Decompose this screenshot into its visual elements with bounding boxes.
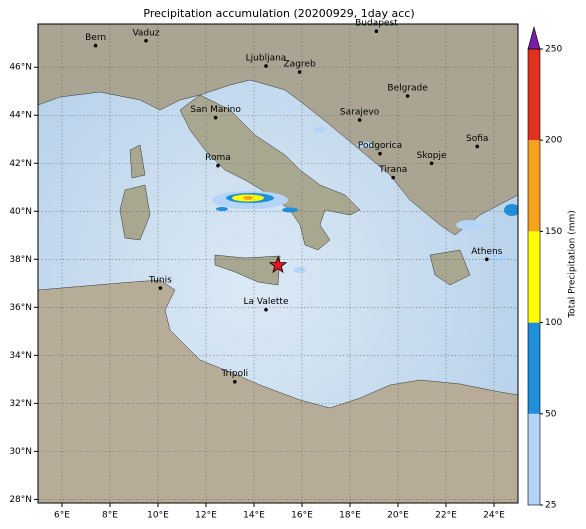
city-dot bbox=[93, 43, 98, 48]
city-dot bbox=[233, 379, 237, 384]
chart-title: Precipitation accumulation (20200929, 1d… bbox=[143, 7, 414, 20]
city-dot bbox=[429, 161, 434, 166]
colorbar-tick-label: 25 bbox=[545, 501, 556, 511]
land-sicily bbox=[214, 254, 281, 286]
x-tick-label: 8°E bbox=[102, 511, 118, 521]
precip-area bbox=[357, 142, 373, 148]
city-dot bbox=[405, 94, 410, 98]
y-tick-label: 32°N bbox=[9, 399, 32, 409]
precip-area bbox=[243, 196, 253, 200]
city-dot bbox=[213, 115, 218, 120]
city-label: Belgrade bbox=[387, 84, 428, 94]
colorbar-tick-label: 150 bbox=[545, 227, 562, 237]
city-dot bbox=[264, 307, 268, 312]
colorbar-segment bbox=[528, 413, 540, 505]
city-dot bbox=[391, 175, 396, 180]
precip-area bbox=[456, 220, 484, 230]
city-label: Tunis bbox=[148, 276, 172, 286]
precip-area bbox=[504, 204, 518, 216]
precip-area bbox=[294, 267, 306, 273]
x-tick-label: 10°E bbox=[147, 511, 169, 521]
x-tick-label: 20°E bbox=[387, 511, 409, 521]
x-tick-label: 16°E bbox=[291, 511, 313, 521]
land-sardinia bbox=[119, 184, 151, 241]
city-dot bbox=[297, 70, 302, 74]
y-tick-label: 36°N bbox=[9, 303, 32, 313]
city-label: Tripoli bbox=[220, 369, 248, 379]
x-tick-label: 22°E bbox=[435, 511, 457, 521]
y-tick-label: 38°N bbox=[9, 255, 32, 265]
colorbar-frame bbox=[527, 48, 541, 506]
city-label: Zagreb bbox=[284, 60, 316, 70]
city-dot bbox=[144, 39, 148, 43]
city-dot bbox=[158, 286, 163, 290]
event-marker bbox=[268, 255, 288, 274]
city-label: Vaduz bbox=[132, 28, 159, 38]
precipitation bbox=[212, 127, 518, 273]
colorbar-segment bbox=[528, 49, 540, 141]
city-label: Sofia bbox=[466, 134, 488, 144]
map-frame bbox=[37, 23, 519, 504]
city-dot bbox=[475, 144, 480, 149]
y-tick-label: 34°N bbox=[9, 351, 32, 361]
colorbar-segment bbox=[528, 231, 540, 323]
precip-area bbox=[282, 207, 298, 213]
colorbar-segment bbox=[528, 140, 540, 232]
city-label: Tirana bbox=[378, 165, 407, 175]
precip-area bbox=[216, 207, 228, 211]
city-label: San Marino bbox=[190, 105, 241, 115]
city-label: Athens bbox=[471, 247, 502, 257]
y-tick-label: 30°N bbox=[9, 447, 32, 457]
colorbar-segment bbox=[528, 322, 540, 414]
colorbar-extension bbox=[527, 25, 541, 50]
city-dot bbox=[485, 257, 489, 262]
city-dot bbox=[357, 118, 362, 122]
x-tick-label: 24°E bbox=[483, 511, 505, 521]
y-tick-label: 44°N bbox=[9, 111, 32, 121]
land-peloponnese bbox=[429, 249, 471, 286]
city-label: Roma bbox=[205, 153, 231, 163]
city-label: Podgorica bbox=[358, 141, 402, 151]
colorbar-label: Total Precipitation (mm) bbox=[568, 210, 578, 319]
x-tick-label: 12°E bbox=[195, 511, 217, 521]
city-label: Ljubljana bbox=[246, 54, 287, 64]
colorbar-tick-label: 100 bbox=[545, 318, 562, 328]
y-tick-label: 40°N bbox=[9, 207, 32, 217]
city-label: Skopje bbox=[417, 151, 447, 161]
city-dot bbox=[264, 64, 268, 68]
city-dot bbox=[374, 29, 379, 34]
city-dot bbox=[378, 151, 382, 156]
x-tick-label: 18°E bbox=[339, 511, 361, 521]
y-tick-label: 46°N bbox=[9, 63, 32, 73]
city-label: La Valette bbox=[244, 297, 289, 307]
city-label: Bern bbox=[85, 33, 106, 43]
colorbar-tick-label: 50 bbox=[545, 409, 557, 419]
precip-area bbox=[314, 127, 326, 133]
precip-area bbox=[488, 254, 508, 262]
city-label: Sarajevo bbox=[340, 108, 380, 118]
y-tick-label: 42°N bbox=[9, 159, 32, 169]
land-corsica bbox=[129, 144, 146, 179]
x-tick-label: 6°E bbox=[54, 511, 70, 521]
colorbar-tick-label: 200 bbox=[545, 136, 562, 146]
city-dot bbox=[216, 163, 220, 168]
colorbar-tick-label: 250 bbox=[545, 45, 562, 55]
x-tick-label: 14°E bbox=[243, 511, 265, 521]
y-tick-label: 28°N bbox=[9, 495, 32, 505]
